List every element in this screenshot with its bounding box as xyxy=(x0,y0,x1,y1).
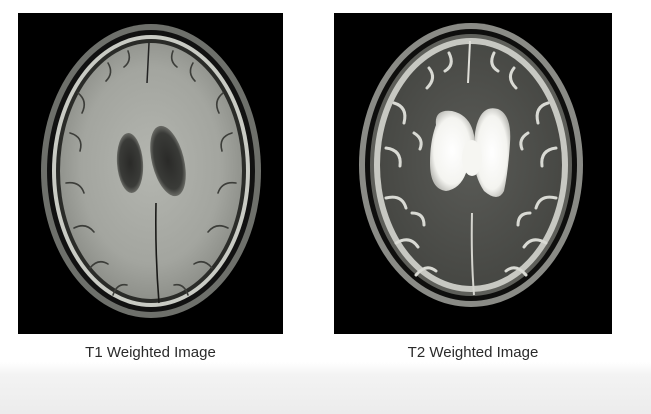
t2-caption: T2 Weighted Image xyxy=(407,344,539,361)
t2-brain-scan xyxy=(334,13,612,334)
t1-caption: T1 Weighted Image xyxy=(85,344,216,361)
t1-mri-image xyxy=(18,13,283,334)
t2-mri-image xyxy=(334,13,612,334)
t1-brain-scan xyxy=(18,13,283,334)
